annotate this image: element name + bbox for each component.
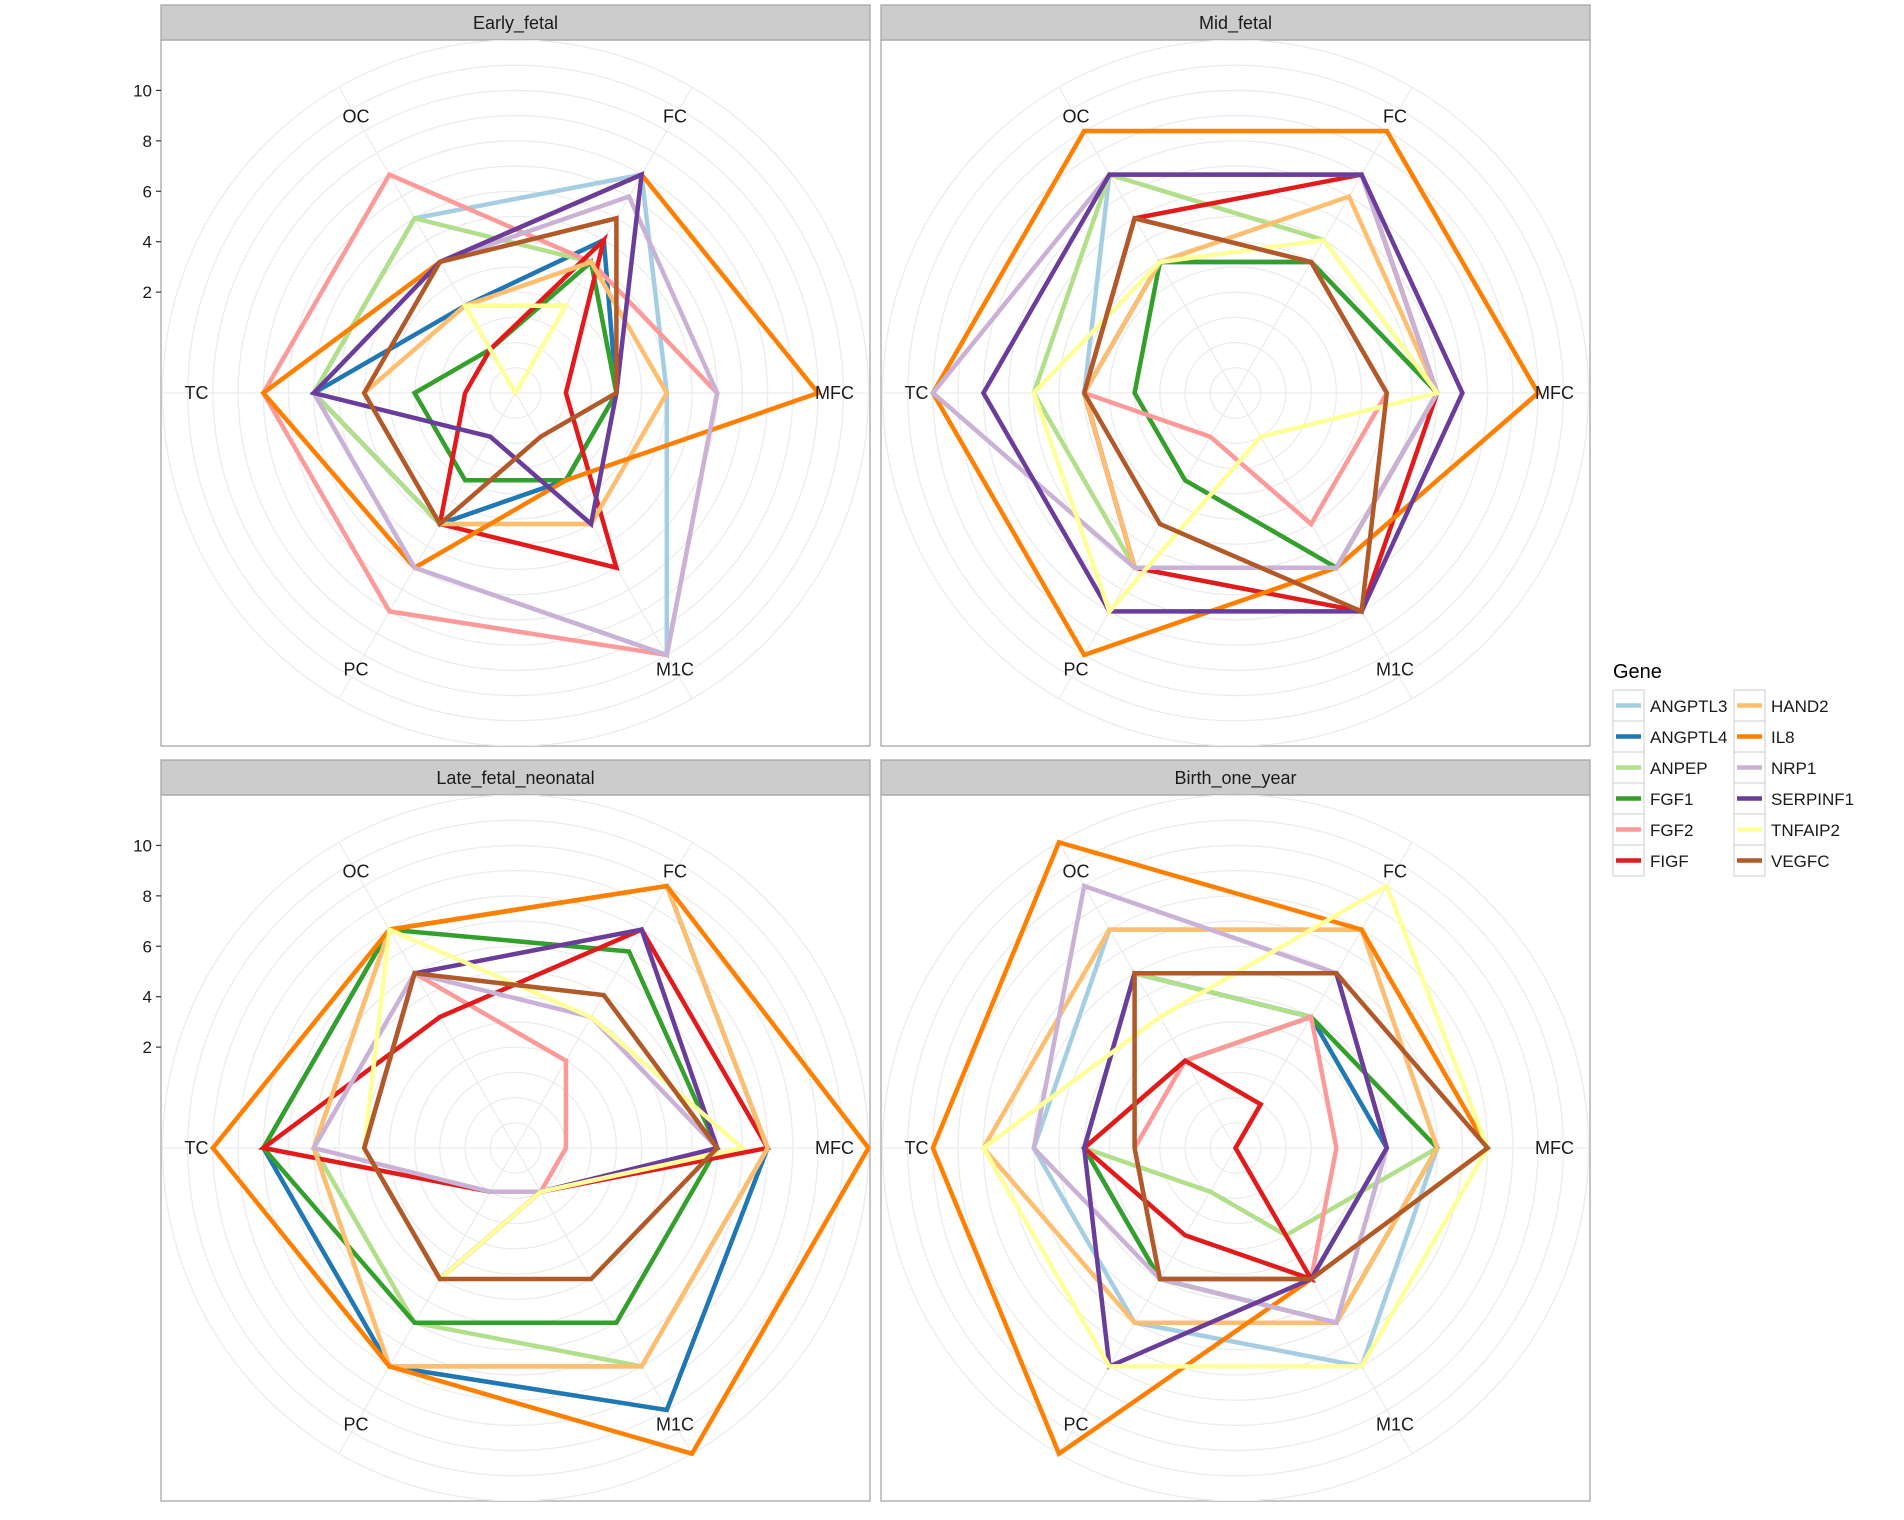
legend-item-tnfaip2: TNFAIP2 <box>1733 813 1840 846</box>
series-line-vegfc <box>361 215 619 528</box>
legend-item-serpinf1: SERPINF1 <box>1733 782 1854 815</box>
legend-label: TNFAIP2 <box>1771 821 1840 840</box>
axis-label-pc: PC <box>343 1414 368 1434</box>
axis-label-oc: OC <box>1063 107 1090 127</box>
axis-label-m1c: M1C <box>1376 1414 1414 1434</box>
series-line-tnfaip2 <box>1031 237 1442 616</box>
axis-label-oc: OC <box>343 107 370 127</box>
axis-label-tc: TC <box>185 1138 209 1158</box>
series-line-il8 <box>210 883 870 1457</box>
axis-label-m1c: M1C <box>656 659 694 679</box>
facet-title: Mid_fetal <box>1199 13 1272 34</box>
axis-label-oc: OC <box>1063 862 1090 882</box>
spoke <box>338 392 517 700</box>
legend-item-hand2: HAND2 <box>1733 689 1829 722</box>
spoke <box>1058 392 1237 700</box>
panel-late-fetal-neonatal: Late_fetal_neonatal MFC FC OC TC PC M1C 2 4 6 8 10 <box>133 759 871 1502</box>
facet-strip <box>880 4 1591 41</box>
spoke <box>1234 392 1413 700</box>
axis-label-pc: PC <box>1063 659 1088 679</box>
axis-label-mfc: MFC <box>1535 383 1574 403</box>
legend-title: Gene <box>1613 661 1662 683</box>
series-line-serpinf1 <box>309 170 645 529</box>
axis-label-m1c: M1C <box>656 1414 694 1434</box>
legend-label: SERPINF1 <box>1771 790 1854 809</box>
axis-label-mfc: MFC <box>815 1138 854 1158</box>
axis-label-mfc: MFC <box>1535 1138 1574 1158</box>
legend-item-angptl3: ANGPTL3 <box>1612 689 1727 722</box>
legend-label: IL8 <box>1771 728 1795 747</box>
axis-label-m1c: M1C <box>1376 659 1414 679</box>
axis-label-tc: TC <box>185 383 209 403</box>
legend-item-figf: FIGF <box>1612 844 1689 877</box>
series-line-vegfc <box>1132 971 1491 1282</box>
y-tick-label: 6 <box>143 937 152 956</box>
panel-early-fetal: Early_fetal MFC FC OC TC PC M1C 2 4 6 8 10 <box>133 4 871 747</box>
facet-panels: Early_fetal MFC FC OC TC PC M1C 2 4 6 8 10 Mid_fetal… <box>133 4 1591 1502</box>
facet-title: Birth_one_year <box>1174 768 1296 789</box>
axis-label-fc: FC <box>663 862 687 882</box>
series-line-vegfc <box>1081 215 1390 615</box>
spoke <box>338 1147 517 1455</box>
panel-mid-fetal: Mid_fetal MFC FC OC TC PC M1C <box>880 4 1591 747</box>
legend-item-nrp1: NRP1 <box>1733 751 1816 784</box>
spoke <box>1058 1147 1237 1455</box>
legend-label: VEGFC <box>1771 852 1830 871</box>
axis-label-fc: FC <box>1383 862 1407 882</box>
facet-title: Early_fetal <box>473 13 558 34</box>
axis-label-fc: FC <box>663 107 687 127</box>
legend-label: ANGPTL3 <box>1650 697 1727 716</box>
spoke <box>514 392 693 700</box>
axis-label-pc: PC <box>1063 1414 1088 1434</box>
series-line-tnfaip2 <box>461 303 570 398</box>
series-line-figf <box>437 233 620 571</box>
spoke <box>1058 86 1237 394</box>
y-tick-label: 2 <box>143 1038 152 1057</box>
y-tick-label: 4 <box>143 988 152 1007</box>
panel-birth-one-year: Birth_one_year MFC FC OC TC PC M1C <box>880 759 1591 1502</box>
legend-label: FGF2 <box>1650 821 1693 840</box>
axis-label-tc: TC <box>905 1138 929 1158</box>
spoke <box>1058 841 1237 1149</box>
legend-label: NRP1 <box>1771 759 1816 778</box>
legend-item-anpep: ANPEP <box>1612 751 1708 784</box>
y-tick-label: 6 <box>143 182 152 201</box>
axis-label-oc: OC <box>343 862 370 882</box>
legend-label: FGF1 <box>1650 790 1693 809</box>
y-tick-label: 2 <box>143 283 152 302</box>
facet-title: Late_fetal_neonatal <box>436 768 594 789</box>
spoke <box>514 1147 693 1455</box>
y-tick-label: 8 <box>143 132 152 151</box>
axis-label-fc: FC <box>1383 107 1407 127</box>
legend: Gene ANGPTL3 ANGPTL4 ANPEP FGF1 FGF2 FIGF HAND… <box>1612 661 1854 877</box>
spoke <box>1234 841 1413 1149</box>
legend-item-fgf1: FGF1 <box>1612 782 1693 815</box>
legend-item-il8: IL8 <box>1733 720 1795 753</box>
y-tick-label: 10 <box>133 836 152 855</box>
legend-item-fgf2: FGF2 <box>1612 813 1693 846</box>
y-tick-label: 10 <box>133 81 152 100</box>
legend-item-angptl4: ANGPTL4 <box>1612 720 1727 753</box>
y-tick-label: 4 <box>143 233 152 252</box>
spoke <box>338 841 517 1149</box>
legend-label: ANGPTL4 <box>1650 728 1727 747</box>
legend-label: HAND2 <box>1771 697 1829 716</box>
series-line-tnfaip2 <box>980 882 1491 1369</box>
axis-label-mfc: MFC <box>815 383 854 403</box>
facet-strip <box>160 4 871 41</box>
y-tick-label: 8 <box>143 887 152 906</box>
legend-item-vegfc: VEGFC <box>1733 844 1830 877</box>
axis-label-pc: PC <box>343 659 368 679</box>
legend-label: FIGF <box>1650 852 1689 871</box>
series-line-vegfc <box>361 970 721 1282</box>
axis-label-tc: TC <box>905 383 929 403</box>
legend-label: ANPEP <box>1650 759 1708 778</box>
